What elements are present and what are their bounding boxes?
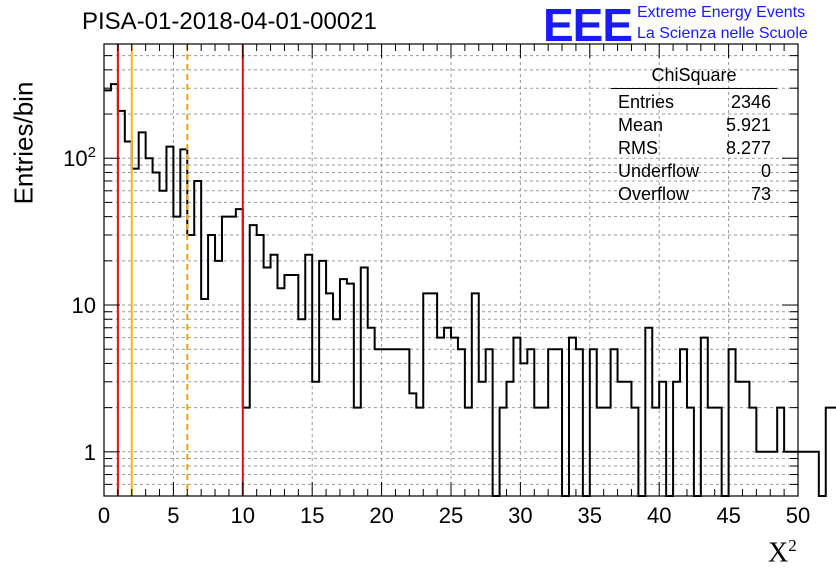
y-axis-label-box: Entries/bin	[4, 82, 44, 205]
reference-lines	[116, 44, 244, 496]
x-axis-label-superscript: 2	[788, 536, 797, 555]
y-tick-label: 102	[63, 144, 96, 171]
x-axis-label-text: X	[768, 537, 789, 569]
x-tick-label: 0	[98, 503, 110, 528]
stats-value: 2346	[730, 92, 771, 112]
x-axis-label: X2	[768, 536, 797, 569]
stats-value: 5.921	[725, 115, 771, 135]
x-tick-label: 50	[786, 503, 810, 528]
y-axis-label: Entries/bin	[8, 81, 39, 205]
x-tick-label: 15	[300, 503, 324, 528]
stats-label: RMS	[618, 138, 658, 158]
stats-row-mean: Mean 5.921	[611, 114, 777, 137]
logo-line-1: Extreme Energy Events	[637, 4, 806, 21]
stats-title: ChiSquare	[611, 65, 777, 89]
stats-value: 0	[760, 161, 771, 181]
x-tick-label: 5	[167, 503, 179, 528]
chart-title: PISA-01-2018-04-01-00021	[82, 8, 377, 35]
x-tick-label: 30	[508, 503, 532, 528]
stats-value: 73	[750, 184, 771, 204]
logo-line-2: La Scienza nelle Scuole	[637, 25, 808, 42]
stats-label: Mean	[618, 115, 664, 135]
axes: 0 5 10 15 20 25 30 35 40 45 50 1 10 102	[63, 43, 810, 528]
stats-label: Overflow	[618, 184, 690, 204]
stats-box: ChiSquare Entries 2346 Mean 5.921 RMS 8.…	[611, 65, 777, 206]
x-tick-label: 40	[647, 503, 671, 528]
x-tick-label: 25	[439, 503, 463, 528]
eee-logo: EEE	[543, 0, 633, 51]
stats-label: Underflow	[618, 161, 700, 181]
stats-row-rms: RMS 8.277	[611, 137, 777, 160]
stats-row-underflow: Underflow 0	[611, 160, 777, 183]
x-tick-label: 45	[716, 503, 740, 528]
stats-row-overflow: Overflow 73	[611, 183, 777, 206]
y-tick-label: 1	[84, 440, 96, 465]
y-tick-label: 10	[72, 293, 96, 318]
x-tick-label: 10	[231, 503, 255, 528]
stats-label: Entries	[618, 92, 675, 112]
stats-value: 8.277	[725, 138, 771, 158]
x-tick-label: 20	[369, 503, 393, 528]
x-tick-label: 35	[578, 503, 602, 528]
stats-row-entries: Entries 2346	[611, 91, 777, 114]
